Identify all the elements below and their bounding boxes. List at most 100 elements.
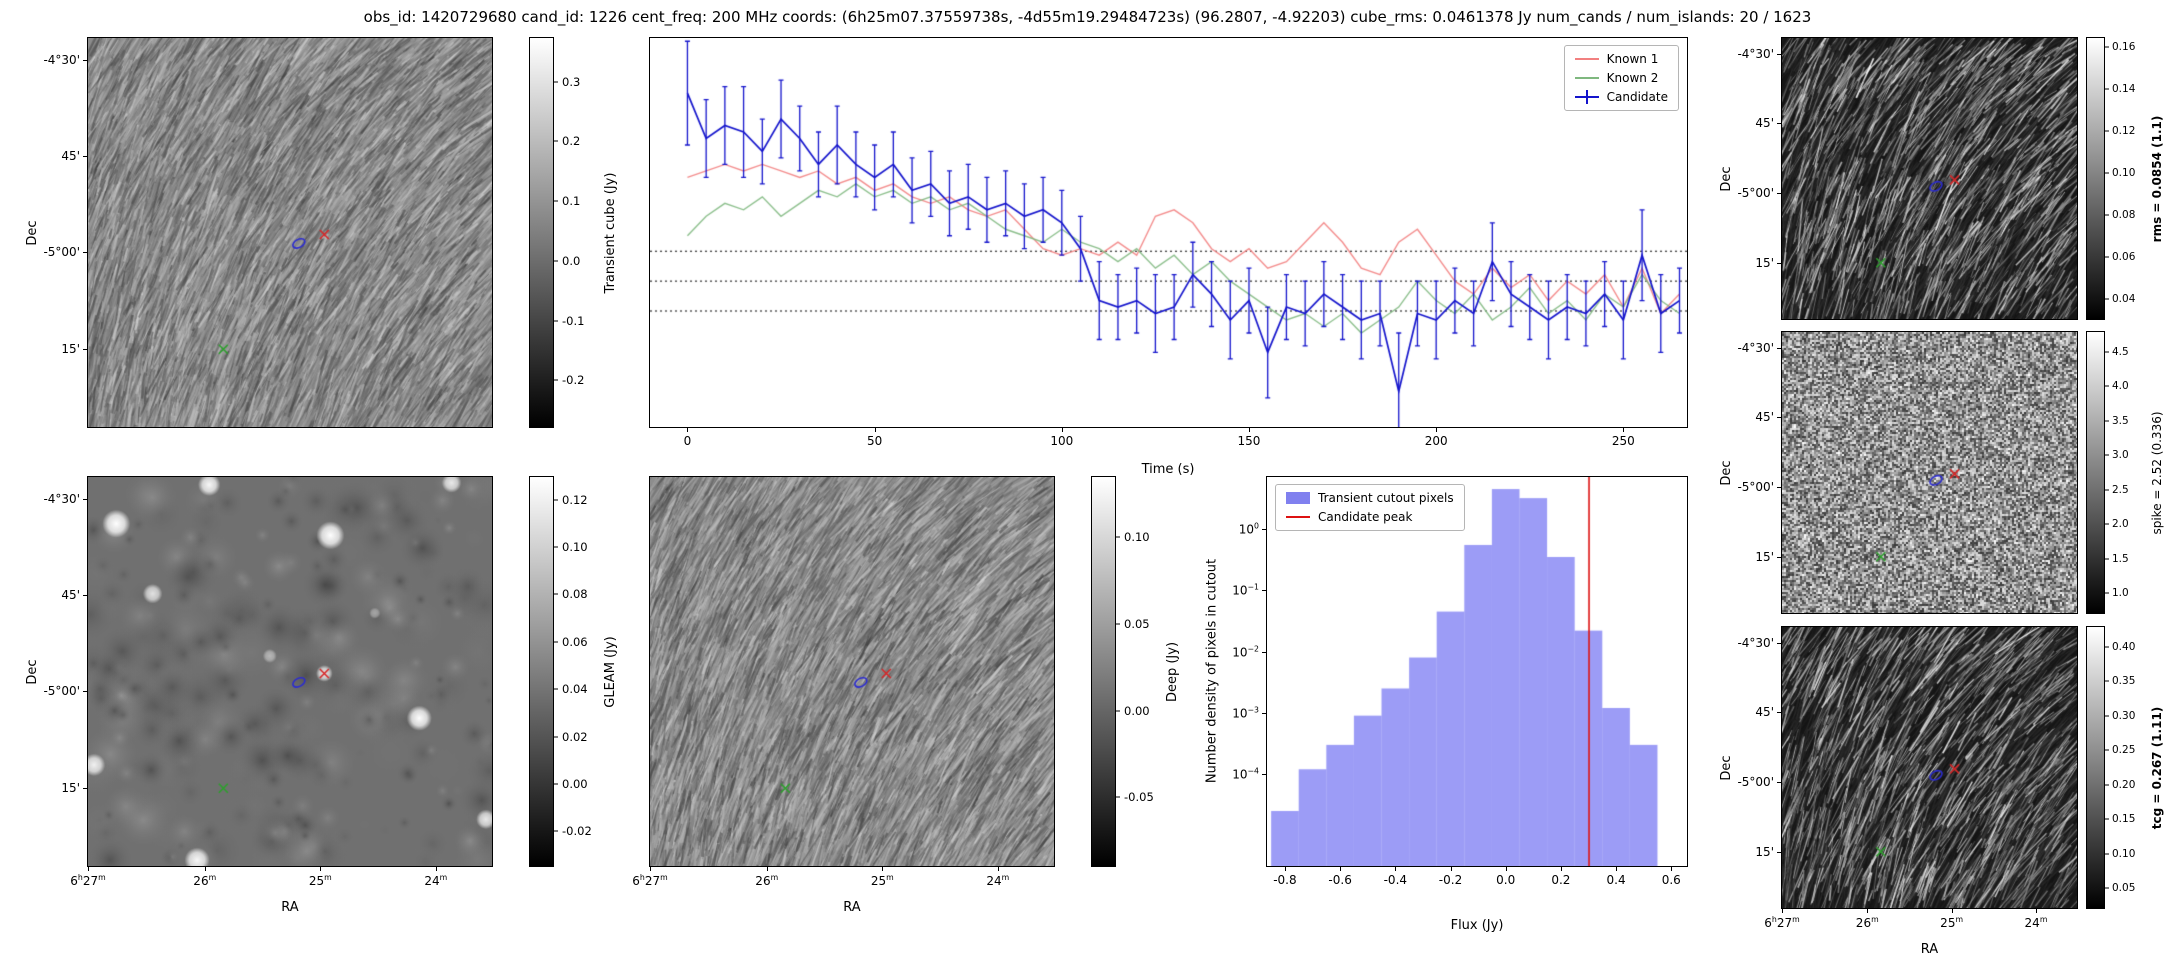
lightcurve-plot: Known 1 Known 2 Candidate 0 50 100 150 200 25… — [649, 37, 1688, 448]
candidate-errorbar-swatch — [1574, 90, 1599, 104]
dec-tick-label: 15' — [1755, 844, 1774, 859]
ra-axis-label: RA — [1920, 942, 1939, 957]
colorbar-tickmark — [554, 736, 558, 738]
dec-tick-label: -5°00' — [1737, 774, 1774, 789]
dec-tick-label: -5°00' — [43, 684, 80, 699]
colorbar-tickmark — [554, 830, 558, 832]
panel-transient-cube: -4°30' 45' -5°00' 15' Dec — [25, 37, 493, 428]
colorbar-tick-label: 0.08 — [562, 587, 588, 602]
colorbar-tickmark — [554, 260, 558, 262]
dec-tick-label: 45' — [1755, 410, 1774, 425]
colorbar-tick-label: 0.15 — [2112, 813, 2136, 826]
dec-tick-label: -4°30' — [43, 492, 80, 507]
flux-tick-label: -0.4 — [1383, 873, 1408, 887]
dec-tick-label: -5°00' — [43, 245, 80, 260]
dec-tick-label-mark — [1777, 417, 1782, 419]
colorbar-tickmark — [2105, 420, 2109, 422]
deep-image — [650, 477, 1054, 866]
colorbar-label: spike = 2.52 (0.336) — [2150, 410, 2164, 535]
dec-tick-label-mark — [1777, 348, 1782, 350]
flux-histogram-canvas — [1267, 477, 1687, 866]
density-tick-label-mark — [1262, 529, 1267, 531]
flux-tick-label: -0.8 — [1273, 873, 1297, 887]
colorbar-tickmark — [2105, 256, 2109, 258]
dec-tick-label-mark — [1777, 556, 1782, 558]
colorbar-tickmark — [2105, 818, 2109, 820]
rms-image — [1782, 38, 2077, 319]
colorbar-tickmark — [554, 641, 558, 643]
ra-tick-label-mark — [435, 866, 437, 871]
lightcurve-xlabel: Time (s) — [1141, 462, 1195, 477]
dec-tick-label-mark — [83, 595, 88, 597]
density-tick-label: 100 — [1238, 521, 1259, 537]
colorbar-tick-label: 0.10 — [2112, 847, 2136, 860]
dec-tick-label-mark — [1777, 643, 1782, 645]
flux-tick-label-mark — [1560, 866, 1562, 871]
colorbar-tick-label: 0.0 — [562, 253, 581, 268]
colorbar-gradient — [2086, 37, 2105, 320]
dec-tick-label: -5°00' — [1737, 479, 1774, 494]
time-tick-label: 0 — [683, 434, 692, 448]
flux-tick-label-mark — [1505, 866, 1507, 871]
density-tick-label-mark — [1262, 774, 1267, 776]
colorbar-tickmark — [1116, 623, 1120, 625]
density-tick-label-mark — [1262, 590, 1267, 592]
colorbar-tickmark — [2105, 46, 2109, 48]
colorbar-label: tcg = 0.267 (1.11) — [2150, 706, 2164, 829]
colorbar-tickmark — [1116, 710, 1120, 712]
flux-tick-label-mark — [1340, 866, 1342, 871]
colorbar-tick-label: 2.5 — [2112, 483, 2129, 496]
ra-tick-label-mark — [88, 866, 89, 871]
colorbar-tick-label: 0.2 — [562, 134, 581, 149]
colorbar-tick-label: 0.14 — [2112, 83, 2136, 96]
colorbar-tickmark — [2105, 558, 2109, 560]
colorbar-tick-label: 0.08 — [2112, 209, 2136, 222]
dec-tick-label: -4°30' — [1737, 636, 1774, 651]
ra-tick-label: 6h27m — [70, 873, 106, 888]
ra-tick-label: 25m — [870, 873, 894, 888]
panel-gleam: -4°30' 45' -5°00' 15' Dec 6h27m 26m 25m 24m RA — [25, 476, 493, 915]
ra-tick-label-mark — [650, 866, 651, 871]
colorbar-tick-label: 0.1 — [562, 194, 581, 209]
legend-label-candidate: Candidate — [1606, 90, 1668, 104]
colorbar-tickmark — [1116, 796, 1120, 798]
dec-tick-label-mark — [83, 252, 88, 254]
ra-tick-label: 6h27m — [1764, 915, 1800, 930]
dec-axis-label: Dec — [1719, 165, 1734, 192]
flux-tick-label: 0.0 — [1496, 873, 1516, 887]
colorbar-tick-label: 0.12 — [562, 492, 588, 507]
density-tick-label: 10−4 — [1232, 766, 1259, 782]
colorbar-tickmark — [554, 140, 558, 142]
colorbar-gradient — [529, 476, 554, 867]
flux-tick-label-mark — [1284, 866, 1286, 871]
colorbar-spike: 4.5 4.0 3.5 3.0 2.5 2.0 1.5 1.0 spike = 2.52 (0.… — [2086, 331, 2175, 614]
colorbar-tick-label: -0.2 — [562, 373, 585, 388]
colorbar-tick-label: 0.04 — [562, 682, 588, 697]
lightcurve-legend: Known 1 Known 2 Candidate — [1563, 45, 1679, 111]
ra-tick-label-mark — [997, 866, 999, 871]
colorbar-tickmark — [2105, 454, 2109, 456]
dec-tick-label-mark — [83, 788, 88, 790]
dec-tick-label: -4°30' — [1737, 341, 1774, 356]
ra-tick-label: 24m — [986, 873, 1010, 888]
colorbar-tick-label: 0.20 — [2112, 778, 2136, 791]
ra-tick-label-mark — [1867, 908, 1869, 913]
dec-tick-label: -5°00' — [1737, 185, 1774, 200]
legend-item-known1: Known 1 — [1574, 52, 1668, 66]
colorbar-tickmark — [554, 688, 558, 690]
colorbar-tickmark — [2105, 887, 2109, 889]
density-tick-label-mark — [1262, 712, 1267, 714]
colorbar-tickmark — [554, 783, 558, 785]
dec-tick-label-mark — [1777, 712, 1782, 714]
dec-axis-label: Dec — [25, 219, 40, 246]
known2-line-swatch — [1574, 77, 1599, 79]
time-tick-label-mark — [687, 427, 689, 432]
colorbar-tick-label: 0.25 — [2112, 744, 2136, 757]
dec-axis-label: Dec — [1719, 754, 1734, 781]
ra-tick-label: 24m — [2024, 915, 2048, 930]
flux-tick-label-mark — [1671, 866, 1673, 871]
colorbar-tick-label: 0.40 — [2112, 640, 2136, 653]
colorbar-tickmark — [2105, 646, 2109, 648]
colorbar-tickmark — [2105, 298, 2109, 300]
figure-title: obs_id: 1420729680 cand_id: 1226 cent_fr… — [363, 8, 1812, 26]
